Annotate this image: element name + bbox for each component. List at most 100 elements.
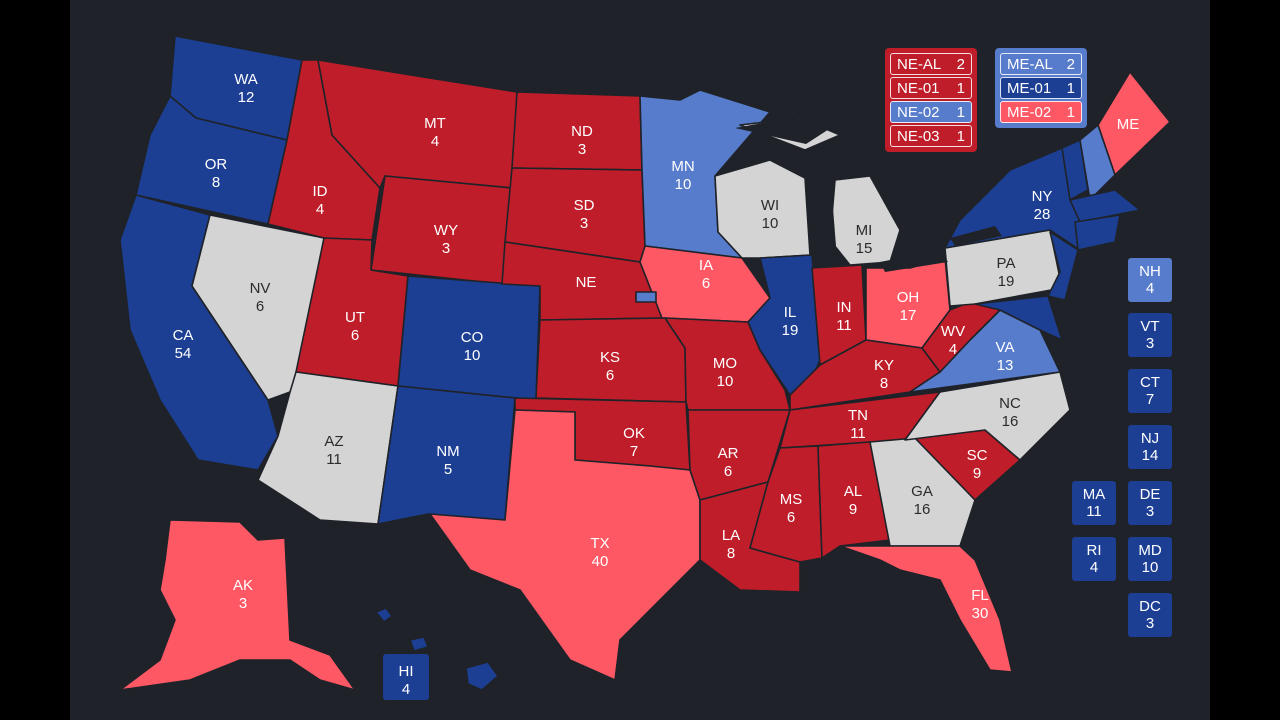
state-votes-ks: 6 — [606, 367, 614, 384]
state-label-sd: SD — [574, 197, 595, 214]
state-ma-shape[interactable] — [1069, 189, 1141, 223]
state-nh[interactable] — [1079, 124, 1116, 201]
state-label-ia: IA — [699, 257, 713, 274]
small-state-box-nh[interactable]: NH 4 — [1128, 258, 1172, 302]
state-votes-pa: 19 — [998, 273, 1015, 290]
small-state-abbr: NJ — [1140, 430, 1160, 447]
state-votes-ca: 54 — [175, 345, 192, 362]
state-label-il: IL — [784, 304, 797, 321]
state-al[interactable] — [817, 441, 891, 559]
state-label-mt: MT — [424, 115, 446, 132]
hawaii-label-box[interactable] — [383, 654, 429, 700]
district-label: ME-01 — [1007, 79, 1052, 97]
state-votes-sd: 3 — [580, 215, 588, 232]
small-state-votes: 11 — [1086, 503, 1102, 520]
state-votes-ok: 7 — [630, 443, 638, 460]
state-label-wi: WI — [761, 197, 779, 214]
district-row-me-02[interactable]: ME-02 1 — [1000, 101, 1082, 123]
state-votes-tx: 40 — [592, 553, 609, 570]
state-ak[interactable] — [119, 519, 356, 691]
state-votes-nv: 6 — [256, 298, 264, 315]
district-row-ne-03[interactable]: NE-03 1 — [890, 125, 972, 147]
small-state-abbr: CT — [1140, 374, 1160, 391]
district-row-me-al[interactable]: ME-AL 2 — [1000, 53, 1082, 75]
state-votes-ga: 16 — [914, 501, 931, 518]
state-votes-ak: 3 — [239, 595, 247, 612]
district-row-ne-02[interactable]: NE-02 1 — [890, 101, 972, 123]
state-votes-wa: 12 — [238, 89, 255, 106]
state-votes-ut: 6 — [351, 327, 359, 344]
small-state-abbr: VT — [1140, 318, 1160, 335]
state-label-wy: WY — [434, 222, 458, 239]
ne-02-district[interactable] — [635, 291, 657, 303]
district-votes: 1 — [956, 103, 965, 121]
small-state-abbr: MD — [1138, 542, 1162, 559]
district-row-ne-al[interactable]: NE-AL 2 — [890, 53, 972, 75]
state-label-ms: MS — [780, 491, 803, 508]
state-label-ak: AK — [233, 577, 253, 594]
small-state-votes: 3 — [1145, 503, 1155, 520]
small-state-votes: 3 — [1145, 335, 1155, 352]
state-label-va: VA — [996, 339, 1015, 356]
district-votes: 1 — [956, 127, 965, 145]
state-votes-nm: 5 — [444, 461, 452, 478]
state-votes-co: 10 — [464, 347, 481, 364]
state-votes-ky: 8 — [880, 375, 888, 392]
state-votes-mo: 10 — [717, 373, 734, 390]
district-label: NE-02 — [897, 103, 940, 121]
district-label: NE-01 — [897, 79, 940, 97]
state-label-sc: SC — [967, 447, 988, 464]
state-label-ga: GA — [911, 483, 933, 500]
district-votes: 1 — [1066, 79, 1075, 97]
small-state-votes: 4 — [1089, 559, 1099, 576]
district-label: ME-AL — [1007, 55, 1053, 73]
state-votes-sc: 9 — [973, 465, 981, 482]
state-tx[interactable] — [429, 409, 701, 681]
small-state-abbr: RI — [1086, 542, 1102, 559]
state-nc[interactable] — [904, 371, 1071, 461]
state-label-ny: NY — [1032, 188, 1053, 205]
state-label-in: IN — [837, 299, 852, 316]
state-label-tn: TN — [848, 407, 868, 424]
state-label-me: ME — [1117, 116, 1140, 133]
district-label: NE-03 — [897, 127, 940, 145]
state-fl[interactable] — [839, 545, 1013, 673]
state-votes-ar: 6 — [724, 463, 732, 480]
state-label-oh: OH — [897, 289, 920, 306]
great-lakes — [735, 118, 1002, 272]
small-state-box-dc[interactable]: DC 3 — [1128, 593, 1172, 637]
state-nj-shape[interactable] — [1047, 231, 1079, 301]
state-label-wa: WA — [234, 71, 258, 88]
state-label-or: OR — [205, 156, 228, 173]
small-state-votes: 14 — [1141, 447, 1159, 464]
district-row-me-01[interactable]: ME-01 1 — [1000, 77, 1082, 99]
state-label-ok: OK — [623, 425, 645, 442]
state-votes-il: 19 — [782, 322, 799, 339]
state-label-co: CO — [461, 329, 484, 346]
state-ct-ri-shape[interactable] — [1074, 214, 1121, 251]
state-label-ca: CA — [173, 327, 194, 344]
state-label-nv: NV — [250, 280, 271, 297]
state-label-id: ID — [313, 183, 328, 200]
hawaii-islands[interactable] — [375, 607, 499, 691]
small-state-abbr: NH — [1139, 263, 1161, 280]
small-state-box-de[interactable]: DE 3 — [1128, 481, 1172, 525]
small-state-box-md[interactable]: MD 10 — [1128, 537, 1172, 581]
state-votes-in: 11 — [836, 317, 852, 334]
district-votes: 1 — [956, 79, 965, 97]
small-state-box-ct[interactable]: CT 7 — [1128, 369, 1172, 413]
state-votes-ia: 6 — [702, 275, 710, 292]
state-md-de-shape[interactable] — [974, 295, 1063, 341]
state-votes-al: 9 — [849, 501, 857, 518]
district-label: ME-02 — [1007, 103, 1052, 121]
state-label-ar: AR — [718, 445, 739, 462]
district-row-ne-01[interactable]: NE-01 1 — [890, 77, 972, 99]
small-state-box-ma[interactable]: MA 11 — [1072, 481, 1116, 525]
small-state-box-nj[interactable]: NJ 14 — [1128, 425, 1172, 469]
state-label-pa: PA — [997, 255, 1016, 272]
state-label-ne: NE — [576, 274, 597, 291]
small-state-box-ri[interactable]: RI 4 — [1072, 537, 1116, 581]
small-state-box-vt[interactable]: VT 3 — [1128, 313, 1172, 357]
state-label-ks: KS — [600, 349, 620, 366]
district-votes: 2 — [956, 55, 965, 73]
